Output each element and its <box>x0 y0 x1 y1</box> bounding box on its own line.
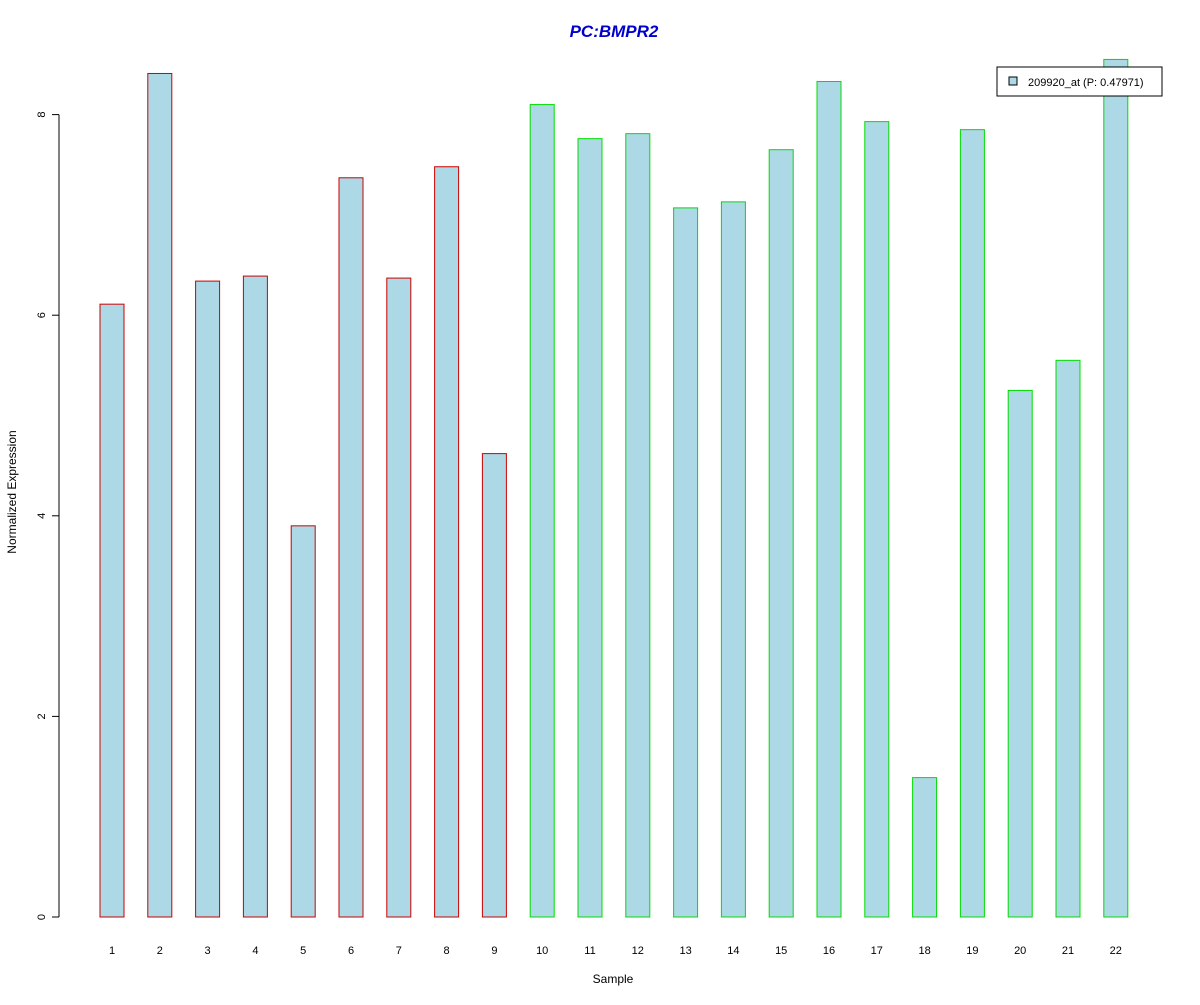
y-tick-label: 2 <box>36 713 48 719</box>
x-tick-label: 8 <box>444 945 450 957</box>
bar <box>912 777 938 918</box>
bar <box>673 207 699 918</box>
bar <box>386 277 412 918</box>
x-tick-label: 2 <box>157 945 163 957</box>
bar <box>1007 389 1033 918</box>
legend-box <box>996 66 1163 97</box>
x-tick-labels: 1 2 3 4 5 6 7 8 9 10 11 12 13 14 15 16 17 18 19 20 21 22 <box>109 945 1122 957</box>
bar <box>290 525 316 918</box>
legend-label: 209920_at (P: 0.47971) <box>1028 77 1144 89</box>
x-tick-label: 9 <box>491 945 497 957</box>
y-axis: 0 2 4 6 8 <box>36 112 60 920</box>
legend-swatch <box>1008 76 1018 86</box>
bar <box>529 104 555 918</box>
x-tick-label: 11 <box>584 945 595 957</box>
y-tick-label: 6 <box>36 312 48 318</box>
x-tick-label: 17 <box>871 945 883 957</box>
x-tick-label: 13 <box>679 945 691 957</box>
x-tick-label: 5 <box>300 945 306 957</box>
x-tick-label: 16 <box>823 945 835 957</box>
bar <box>195 280 221 918</box>
bar <box>720 201 746 918</box>
x-tick-label: 19 <box>966 945 978 957</box>
bar <box>147 72 173 918</box>
bar <box>1103 58 1129 918</box>
x-tick-label: 22 <box>1110 945 1122 957</box>
x-tick-label: 15 <box>775 945 787 957</box>
bar <box>625 133 651 918</box>
bar <box>1055 359 1081 918</box>
x-tick-label: 14 <box>727 945 739 957</box>
bars-group <box>99 58 1129 918</box>
x-tick-label: 7 <box>396 945 402 957</box>
x-tick-label: 6 <box>348 945 354 957</box>
bar <box>864 121 890 918</box>
bar <box>338 177 364 918</box>
bar <box>959 129 985 918</box>
chart-title: PC:BMPR2 <box>570 22 659 41</box>
legend: 209920_at (P: 0.47971) <box>996 66 1163 97</box>
x-tick-label: 20 <box>1014 945 1026 957</box>
x-axis-title: Sample <box>593 972 634 986</box>
x-tick-label: 12 <box>632 945 644 957</box>
bar <box>816 81 842 918</box>
bar <box>99 303 125 918</box>
y-axis-title: Normalized Expression <box>5 430 19 553</box>
bar <box>242 275 268 918</box>
bar <box>577 138 603 918</box>
x-tick-label: 3 <box>205 945 211 957</box>
x-tick-label: 10 <box>536 945 548 957</box>
y-tick-label: 0 <box>36 914 48 920</box>
bar <box>481 453 507 918</box>
bar <box>768 149 794 918</box>
x-tick-label: 1 <box>109 945 115 957</box>
x-tick-label: 21 <box>1062 945 1074 957</box>
bar <box>434 166 460 918</box>
y-tick-label: 8 <box>36 112 48 118</box>
x-tick-label: 18 <box>918 945 930 957</box>
x-tick-label: 4 <box>252 945 258 957</box>
y-tick-label: 4 <box>36 513 48 519</box>
